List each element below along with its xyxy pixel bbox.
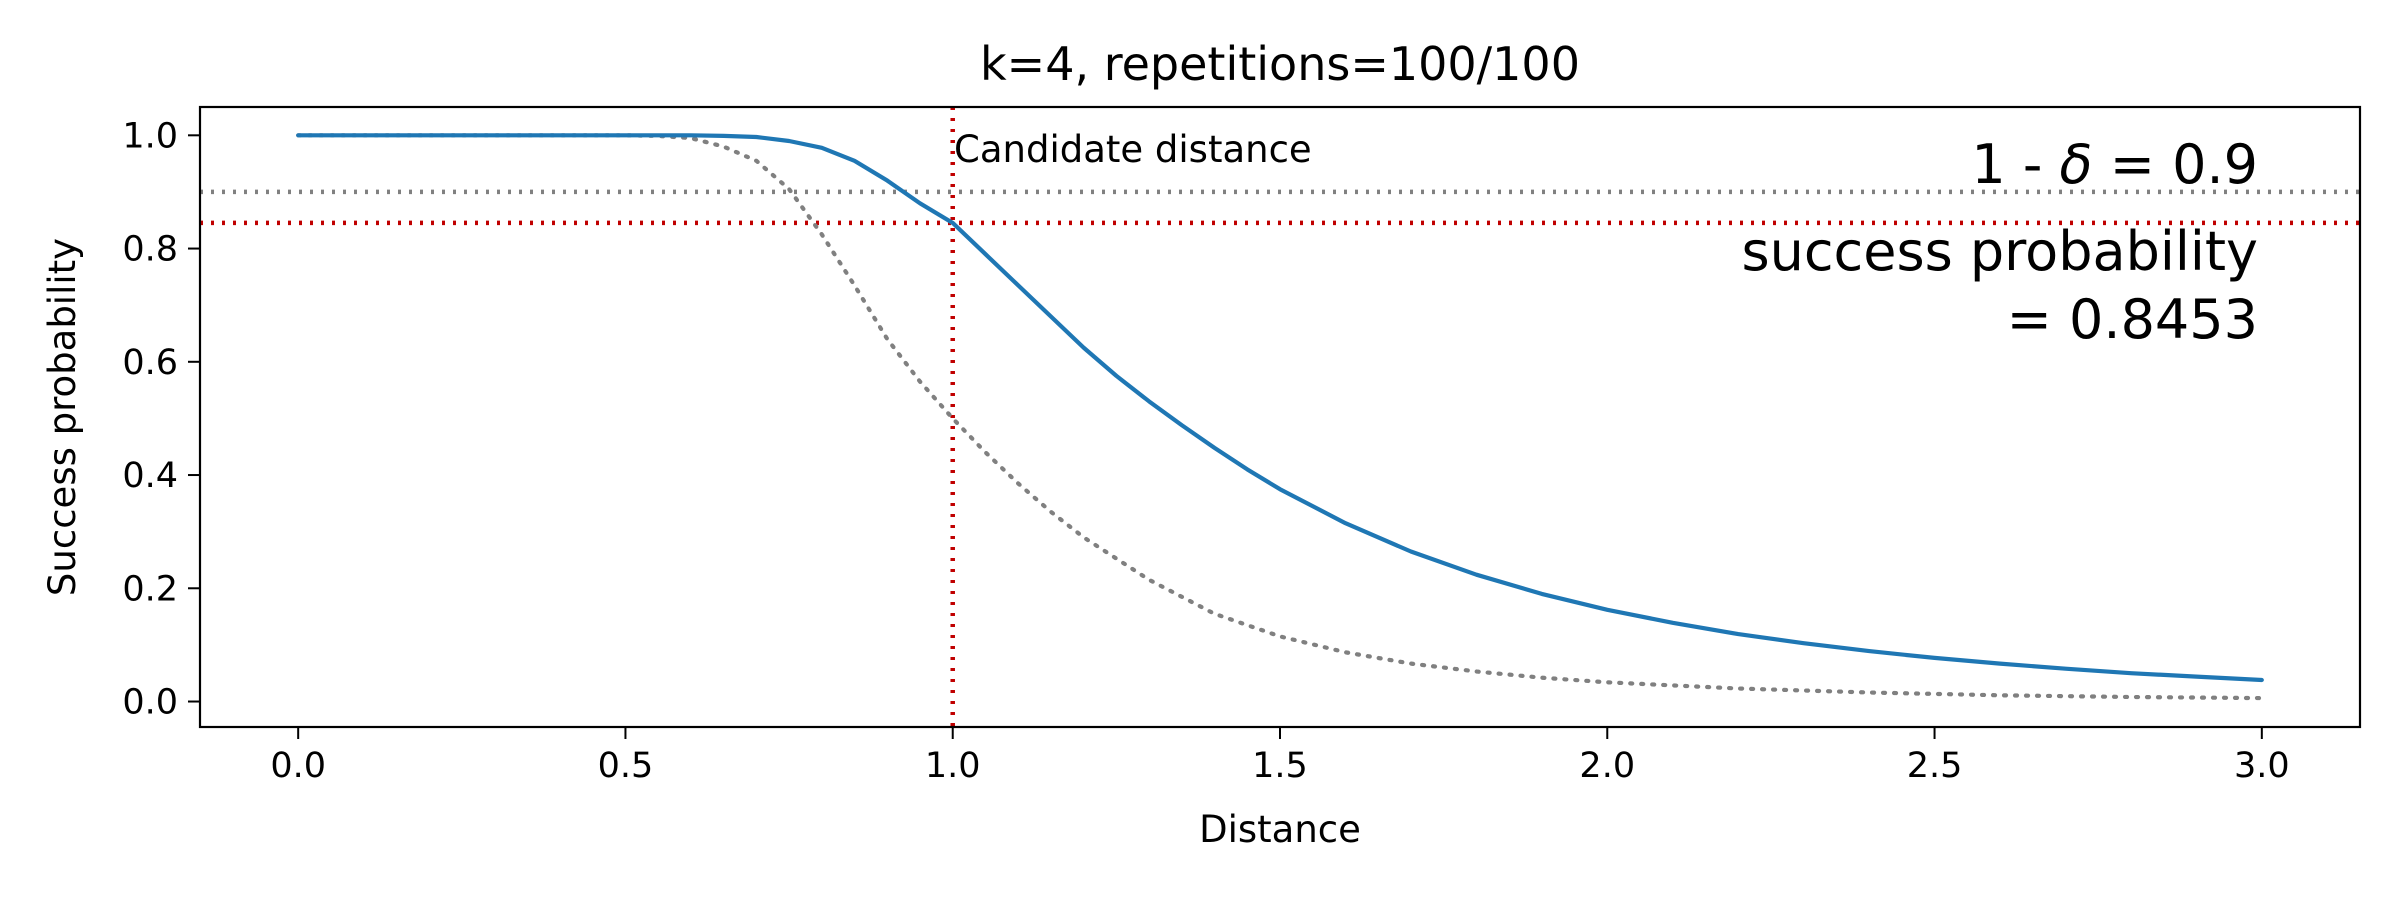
chart-title: k=4, repetitions=100/100 — [980, 37, 1580, 91]
y-tick-label: 0.2 — [122, 569, 178, 609]
success-probability-annotation-line1: success probability — [1741, 220, 2258, 283]
y-axis: 0.0 0.2 0.4 0.6 0.8 1.0 — [122, 116, 200, 723]
plot-frame — [198, 105, 2362, 729]
delta-annotation: 1 - δ = 0.9 — [1971, 133, 2258, 196]
x-tick-label: 1.0 — [925, 746, 981, 786]
y-tick-label: 0.4 — [122, 456, 178, 496]
y-tick-label: 0.8 — [122, 230, 178, 270]
x-tick-label: 1.5 — [1252, 746, 1308, 786]
y-axis-label: Success probability — [41, 238, 84, 596]
y-tick-label: 0.6 — [122, 343, 178, 383]
x-tick-label: 2.0 — [1579, 746, 1635, 786]
x-tick-label: 0.5 — [598, 746, 654, 786]
x-axis: 0.0 0.5 1.0 1.5 2.0 2.5 3.0 — [270, 727, 2290, 786]
success-probability-annotation-line2: = 0.8453 — [2007, 288, 2258, 351]
series-line-0 — [296, 133, 2264, 683]
y-tick-label: 1.0 — [122, 116, 178, 156]
x-axis-label: Distance — [1199, 808, 1361, 851]
y-tick-label: 0.0 — [122, 683, 178, 723]
series-line-1 — [296, 133, 2264, 701]
candidate-distance-label: Candidate distance — [954, 128, 1312, 171]
x-tick-label: 2.5 — [1907, 746, 1963, 786]
x-tick-label: 0.0 — [270, 746, 326, 786]
x-tick-label: 3.0 — [2234, 746, 2290, 786]
